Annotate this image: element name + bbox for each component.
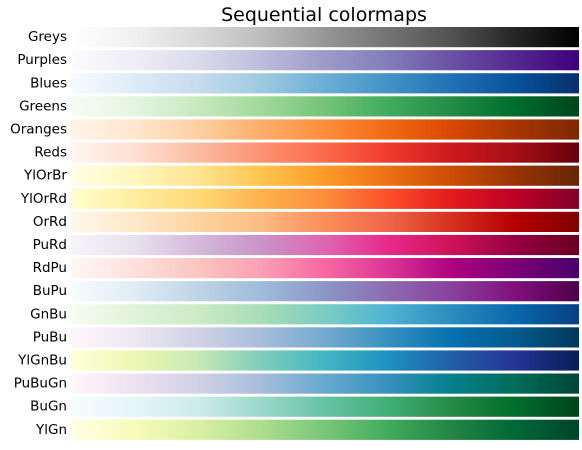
- colormap-label-ylorrd: YlOrRd: [20, 191, 67, 207]
- colormap-bar-blues: [71, 73, 579, 94]
- colormap-bar-ylgnbu: [71, 350, 579, 371]
- colormap-label-ylorbr: YlOrBr: [23, 168, 67, 184]
- colormap-row-gnbu: GnBu: [30, 304, 579, 325]
- colormap-bar-ylorbr: [71, 165, 579, 186]
- colormap-row-ylorrd: YlOrRd: [20, 188, 579, 209]
- colormap-label-rdpu: RdPu: [33, 260, 67, 276]
- colormap-row-bugn: BuGn: [30, 396, 579, 417]
- colormap-label-greens: Greens: [19, 98, 67, 114]
- colormap-bar-bupu: [71, 281, 579, 302]
- colormap-bar-bugn: [71, 396, 579, 417]
- colormap-label-ylgnbu: YlGnBu: [17, 353, 67, 369]
- colormap-rows: Greys Purples Blues Greens Oranges Reds YlOrBr…: [10, 27, 579, 440]
- colormap-bar-purd: [71, 234, 579, 256]
- colormap-label-bupu: BuPu: [33, 283, 67, 299]
- colormap-row-ylorbr: YlOrBr: [23, 165, 579, 186]
- colormap-row-bupu: BuPu: [33, 281, 579, 302]
- colormap-label-blues: Blues: [30, 75, 67, 91]
- colormap-bar-greens: [71, 96, 579, 117]
- colormap-row-orrd: OrRd: [33, 211, 579, 232]
- colormap-row-rdpu: RdPu: [33, 258, 579, 279]
- colormap-row-pubu: PuBu: [33, 327, 579, 348]
- colormap-bar-reds: [71, 142, 579, 163]
- colormap-row-reds: Reds: [34, 142, 579, 163]
- colormap-bar-orrd: [71, 211, 579, 232]
- colormap-row-pubugn: PuBuGn: [14, 373, 579, 394]
- colormap-label-pubu: PuBu: [33, 329, 67, 345]
- colormap-label-ylgn: YlGn: [35, 422, 67, 438]
- colormap-row-purd: PuRd: [33, 234, 579, 256]
- colormap-row-purples: Purples: [17, 50, 579, 71]
- colormap-bar-gnbu: [71, 304, 579, 325]
- colormap-label-oranges: Oranges: [10, 122, 67, 138]
- colormap-bar-oranges: [71, 119, 579, 140]
- chart-title: Sequential colormaps: [221, 4, 427, 26]
- colormap-row-ylgn: YlGn: [35, 419, 579, 440]
- colormap-row-oranges: Oranges: [10, 119, 579, 140]
- colormap-bar-pubu: [71, 327, 579, 348]
- colormap-label-orrd: OrRd: [33, 214, 67, 230]
- colormap-bar-pubugn: [71, 373, 579, 394]
- colormap-bar-rdpu: [71, 258, 579, 279]
- colormap-label-greys: Greys: [28, 29, 67, 45]
- colormap-row-greys: Greys: [28, 27, 579, 48]
- colormap-label-purples: Purples: [17, 52, 67, 68]
- colormap-bar-purples: [71, 50, 579, 71]
- colormap-bar-ylorrd: [71, 188, 579, 209]
- colormap-label-bugn: BuGn: [30, 399, 67, 415]
- colormap-label-gnbu: GnBu: [30, 306, 67, 322]
- colormap-bar-greys: [71, 27, 579, 48]
- colormap-row-ylgnbu: YlGnBu: [17, 350, 579, 371]
- colormap-row-blues: Blues: [30, 73, 579, 94]
- colormap-label-pubugn: PuBuGn: [14, 376, 67, 392]
- colormap-row-greens: Greens: [19, 96, 579, 117]
- colormap-bar-ylgn: [71, 419, 579, 440]
- colormap-label-purd: PuRd: [33, 237, 67, 253]
- colormap-label-reds: Reds: [34, 145, 67, 161]
